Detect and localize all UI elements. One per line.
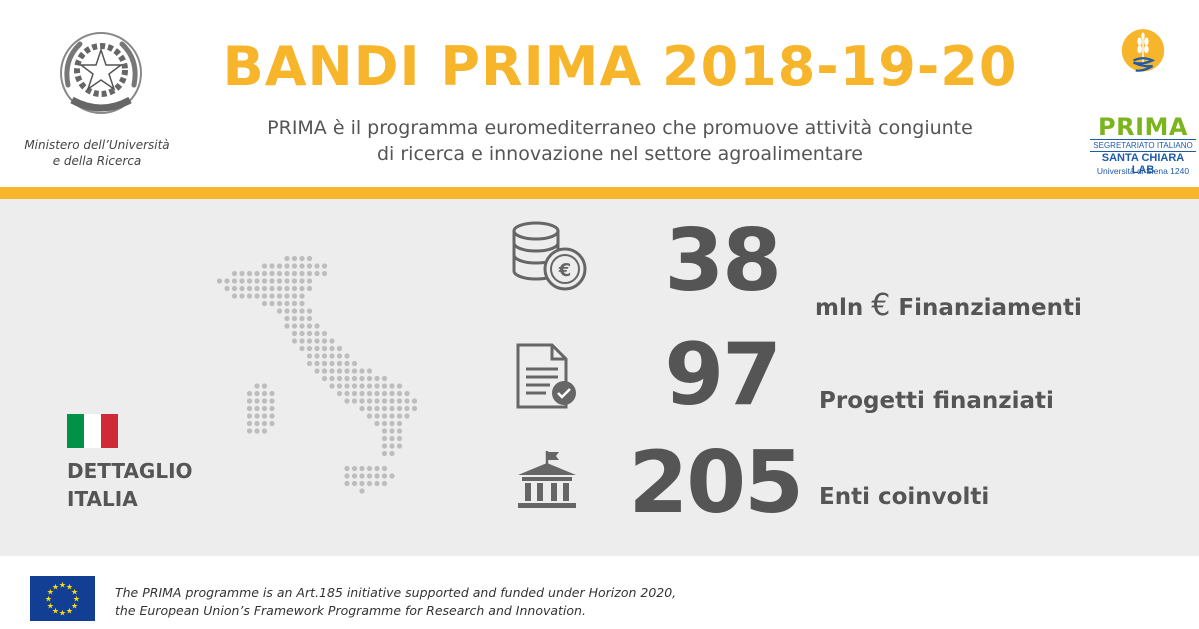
approved-document-icon [516, 343, 576, 409]
funding-unit: mln [815, 295, 864, 321]
coins-euro-icon: € [512, 221, 587, 291]
svg-text:★: ★ [59, 609, 66, 618]
subtitle-line-1: PRIMA è il programma euromediterraneo ch… [267, 117, 973, 139]
projects-label: Progetti finanziati [819, 388, 1054, 414]
footer: ★ ★ ★ ★ ★ ★ ★ ★ ★ ★ ★ ★ The PRIMA programme is an A… [0, 556, 1199, 629]
funding-value: 38 [664, 211, 782, 311]
page-title: BANDI PRIMA 2018-19-20 [222, 35, 1018, 98]
svg-text:★: ★ [71, 602, 78, 611]
euro-symbol: € [871, 288, 891, 323]
entities-label: Enti coinvolti [819, 484, 990, 510]
svg-text:★: ★ [71, 588, 78, 597]
svg-text:★: ★ [47, 602, 54, 611]
funding-label: mln € Finanziamenti [815, 288, 1082, 323]
eu-flag-icon: ★★★★★★★★★ ★ ★★ [30, 576, 95, 621]
italian-republic-emblem-icon [60, 32, 142, 114]
prima-logo-university: Università di Siena 1240 [1096, 166, 1190, 176]
footer-line-1: The PRIMA programme is an Art.185 initia… [115, 585, 677, 600]
header: Ministero dell’Università e della Ricerc… [0, 0, 1199, 187]
footer-line-2: the European Union’s Framework Programme… [115, 603, 586, 618]
main-panel: DETTAGLIO ITALIA € 38 mln € Finanziament… [0, 199, 1199, 556]
entities-value: 205 [628, 433, 804, 533]
svg-text:★: ★ [66, 607, 73, 616]
page-subtitle: PRIMA è il programma euromediterraneo ch… [170, 115, 1070, 167]
prima-logo-segretariato: SEGRETARIATO ITALIANO [1090, 139, 1196, 152]
prima-logo-icon [1121, 29, 1165, 72]
projects-value: 97 [664, 325, 782, 425]
svg-text:★: ★ [52, 607, 59, 616]
svg-text:★: ★ [45, 595, 52, 604]
ministry-line-2: e della Ricerca [52, 154, 142, 168]
svg-text:★: ★ [47, 588, 54, 597]
svg-text:★: ★ [59, 581, 66, 590]
institution-building-icon [518, 451, 576, 508]
svg-text:€: € [558, 260, 572, 281]
funding-label-text: Finanziamenti [898, 295, 1082, 321]
svg-text:★: ★ [66, 582, 73, 591]
ministry-name: Ministero dell’Università e della Ricerc… [12, 137, 182, 169]
italy-dotted-map-icon [216, 255, 418, 494]
detail-italy-label: DETTAGLIO ITALIA [67, 457, 193, 513]
prima-logo-lab: SANTA CHIARA LAB [1101, 152, 1185, 176]
accent-divider [0, 187, 1199, 199]
detail-line-1: DETTAGLIO [67, 459, 193, 483]
ministry-line-1: Ministero dell’Università [24, 138, 170, 152]
svg-text:★: ★ [52, 582, 59, 591]
subtitle-line-2: di ricerca e innovazione nel settore agr… [376, 143, 863, 165]
svg-text:★: ★ [73, 595, 80, 604]
detail-line-2: ITALIA [67, 487, 138, 511]
prima-logo-name: PRIMA [1098, 113, 1188, 141]
footer-text: The PRIMA programme is an Art.185 initia… [115, 584, 676, 620]
italian-flag-icon [67, 414, 118, 448]
